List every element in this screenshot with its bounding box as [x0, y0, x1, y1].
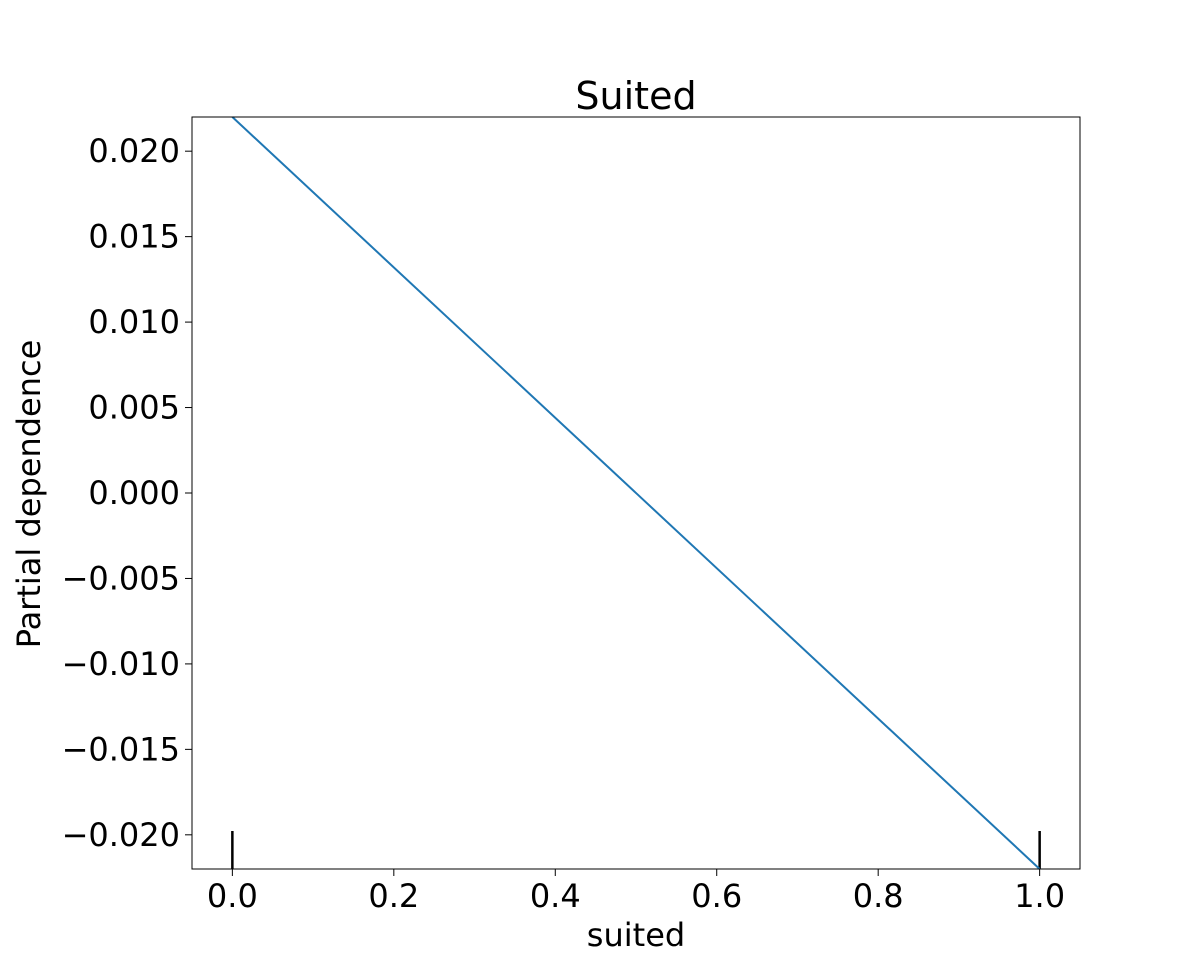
y-tick-label-0: 0.020 [88, 132, 180, 170]
y-axis-label: Partial dependence [10, 340, 48, 649]
y-tick-label-2: 0.010 [88, 303, 180, 341]
chart-title: Suited [575, 74, 696, 118]
x-tick-label-4: 0.8 [853, 877, 904, 915]
y-tick-label-7: −0.015 [62, 730, 180, 768]
series-line-0 [231, 116, 1041, 870]
y-tick-label-5: −0.005 [62, 559, 180, 597]
y-tick-label-1: 0.015 [88, 218, 180, 256]
y-tick-label-4: 0.000 [88, 474, 180, 512]
y-axis-ticks: 0.020 0.015 0.010 0.005 0.000 −0.005 −0.010 −0.… [62, 132, 192, 854]
x-tick-label-3: 0.6 [691, 877, 742, 915]
x-tick-label-0: 0.0 [207, 877, 258, 915]
x-tick-label-2: 0.4 [530, 877, 581, 915]
x-tick-label-1: 0.2 [368, 877, 419, 915]
y-tick-label-6: −0.010 [62, 645, 180, 683]
plot-area [191, 116, 1081, 870]
x-tick-label-5: 1.0 [1014, 877, 1065, 915]
y-tick-label-8: −0.020 [62, 816, 180, 854]
y-tick-label-3: 0.005 [88, 389, 180, 427]
x-axis-ticks: 0.0 0.2 0.4 0.6 0.8 1.0 [207, 869, 1065, 915]
x-axis-label: suited [587, 916, 685, 954]
